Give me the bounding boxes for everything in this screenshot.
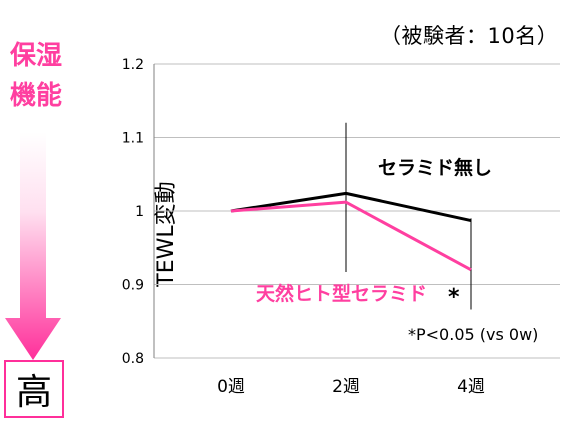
y-tick-label: 0.9	[122, 278, 144, 294]
y-tick-label: 0.8	[122, 351, 144, 367]
x-tick-label: 0週	[217, 377, 245, 397]
series-label-no-ceramide: セラミド無し	[378, 156, 492, 179]
significance-mark: *	[448, 285, 460, 310]
moisture-label-line1: 保湿	[9, 41, 62, 71]
x-tick-label: 2週	[332, 377, 360, 397]
series-label-natural-ceramide: 天然ヒト型セラミド	[256, 282, 427, 305]
significance-footnote: *P<0.05 (vs 0w)	[408, 325, 538, 344]
subject-count-note: （被験者：10名）	[380, 24, 559, 48]
y-tick-label: 1	[135, 204, 144, 220]
moisture-label-line2: 機能	[9, 81, 62, 111]
down-arrow-icon	[5, 132, 61, 360]
y-tick-label: 1.2	[122, 57, 144, 73]
y-tick-label: 1.1	[122, 131, 144, 147]
high-label-box: 高	[4, 360, 64, 418]
x-tick-label: 4週	[457, 377, 485, 397]
